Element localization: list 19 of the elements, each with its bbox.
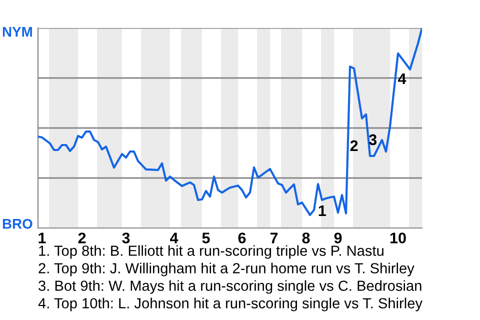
x-tick-label: 2: [78, 232, 86, 244]
x-tick-label: 4: [170, 232, 178, 244]
annotation: 1: [318, 205, 326, 216]
annotation: 4: [398, 73, 406, 84]
text: BRO: [2, 218, 32, 229]
text: 4. Top 10th: L. Johnson hit a run-scoring single vs T. Shirley: [38, 298, 422, 312]
x-tick-label: 7: [270, 232, 278, 244]
text: 2. Top 9th: J. Willingham hit a 2-run home run vs T. Shirley: [38, 262, 414, 276]
x-tick-label: 3: [122, 232, 130, 244]
x-tick-label: 10: [390, 232, 406, 244]
text: 1. Top 8th: B. Elliott hit a run-scoring triple vs P. Nastu: [39, 245, 384, 259]
x-tick-label: 9: [334, 232, 342, 244]
x-tick-label: 6: [238, 232, 246, 244]
x-tick-label: 1: [38, 232, 46, 244]
text: 3. Bot 9th: W. Mays hit a run-scoring single vs C. Bedrosian: [38, 280, 422, 294]
x-tick-label: 8: [302, 232, 310, 244]
annotation: 2: [350, 140, 358, 151]
x-tick-label: 5: [202, 232, 210, 244]
text: NYM: [2, 27, 32, 37]
